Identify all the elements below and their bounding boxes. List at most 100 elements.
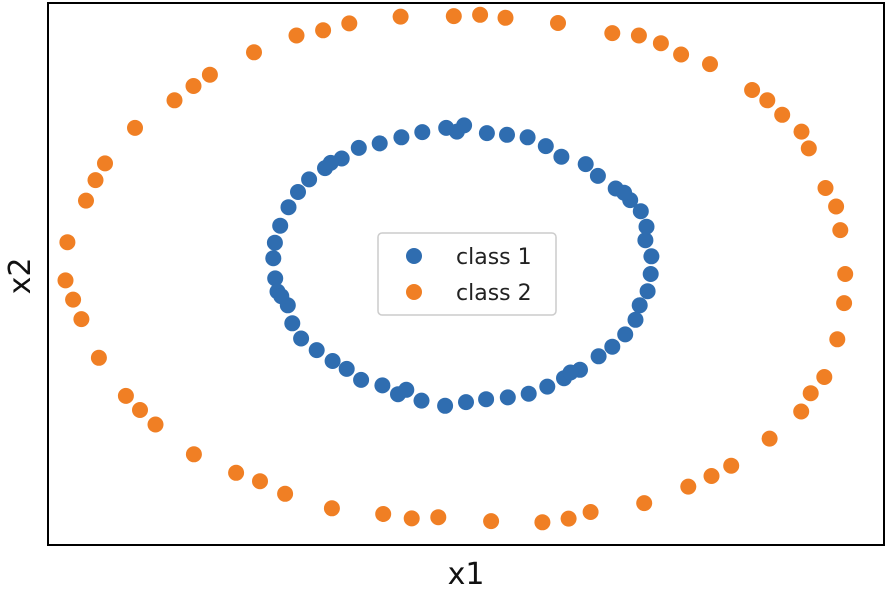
class-1-point-57 — [273, 288, 290, 305]
x-axis-label: x1 — [448, 557, 485, 592]
class-1-point-9 — [371, 135, 388, 152]
class-2-point-24 — [90, 349, 107, 366]
class-2-point-44 — [828, 198, 845, 215]
legend-label-class-2: class 2 — [456, 281, 532, 306]
class-2-point-6 — [702, 56, 718, 73]
class-1-point-16 — [293, 330, 310, 347]
class-2-point-59 — [673, 46, 690, 63]
class-2-point-1 — [832, 222, 849, 239]
class-2-point-12 — [392, 8, 409, 25]
class-1-point-22 — [520, 385, 537, 402]
class-1-point-17 — [324, 353, 341, 369]
class-2-point-41 — [816, 369, 833, 385]
class-2-point-45 — [759, 92, 776, 109]
class-1-point-48 — [499, 389, 516, 406]
class-1-point-8 — [414, 124, 431, 141]
class-1-point-33 — [478, 125, 495, 142]
class-2-point-38 — [723, 457, 740, 474]
class-2-point-13 — [341, 15, 358, 32]
class-2-point-34 — [534, 514, 551, 531]
class-1-point-38 — [290, 184, 306, 200]
class-1-point-44 — [338, 360, 355, 377]
class-1-point-31 — [553, 148, 570, 165]
class-1-point-40 — [265, 250, 282, 267]
class-1-point-4 — [577, 156, 594, 173]
legend: class 1 class 2 — [377, 232, 557, 316]
class-2-point-9 — [550, 15, 566, 31]
class-2-point-40 — [793, 403, 810, 420]
class-2-point-4 — [774, 106, 791, 123]
class-1-point-20 — [437, 397, 454, 414]
class-1-point-35 — [393, 129, 410, 146]
class-1-point-25 — [617, 326, 634, 343]
class-1-point-11 — [301, 171, 318, 188]
class-2-points — [57, 6, 854, 531]
class-2-point-54 — [403, 510, 420, 527]
class-1-point-1 — [637, 232, 654, 249]
class-2-point-14 — [288, 27, 305, 44]
class-1-point-43 — [308, 342, 325, 359]
class-1-point-0 — [642, 266, 659, 282]
class-2-point-29 — [277, 485, 294, 502]
class-1-point-26 — [631, 297, 648, 314]
class-2-point-16 — [201, 66, 218, 83]
class-2-point-20 — [78, 192, 94, 209]
class-1-point-21 — [478, 391, 495, 408]
class-2-point-7 — [652, 35, 669, 52]
class-2-point-5 — [744, 82, 761, 98]
class-2-point-15 — [246, 44, 262, 61]
class-2-point-31 — [375, 506, 392, 522]
class-2-point-56 — [703, 468, 720, 484]
class-1-point-55 — [448, 123, 465, 140]
class-1-points — [265, 117, 660, 414]
class-1-point-52 — [627, 311, 644, 328]
class-1-point-12 — [280, 199, 297, 216]
class-2-point-36 — [636, 495, 653, 512]
class-2-point-57 — [802, 385, 819, 402]
class-1-point-42 — [284, 315, 301, 332]
class-2-point-11 — [445, 8, 462, 25]
class-2-point-50 — [87, 172, 104, 189]
class-2-point-22 — [57, 272, 74, 289]
class-2-point-42 — [829, 331, 846, 348]
class-1-point-53 — [639, 283, 656, 300]
class-2-point-2 — [817, 180, 834, 196]
class-2-point-27 — [185, 446, 202, 463]
legend-marker-class-1 — [406, 248, 422, 264]
legend-box — [377, 232, 557, 316]
class-2-point-18 — [127, 119, 143, 136]
class-2-point-48 — [315, 22, 332, 39]
class-2-point-30 — [323, 500, 340, 517]
class-1-point-51 — [604, 338, 621, 355]
class-2-point-0 — [837, 266, 854, 282]
class-1-point-54 — [616, 184, 633, 201]
class-2-point-37 — [680, 478, 697, 495]
class-1-point-59 — [562, 364, 579, 381]
class-1-point-18 — [353, 371, 370, 388]
class-1-point-46 — [413, 392, 430, 409]
class-2-point-8 — [604, 25, 621, 42]
class-1-point-56 — [322, 154, 339, 171]
class-1-point-27 — [643, 248, 660, 265]
class-2-point-58 — [793, 123, 810, 140]
class-1-point-2 — [632, 203, 649, 220]
class-2-point-25 — [117, 387, 134, 404]
class-2-point-53 — [252, 473, 268, 490]
class-2-point-17 — [166, 92, 183, 109]
class-2-point-21 — [59, 234, 76, 251]
class-1-point-49 — [539, 378, 556, 395]
class-1-point-13 — [266, 234, 283, 251]
legend-label-class-1: class 1 — [456, 245, 532, 270]
class-2-point-32 — [430, 509, 447, 526]
class-1-point-6 — [499, 126, 515, 143]
class-2-point-10 — [497, 9, 514, 26]
class-1-point-32 — [519, 129, 536, 146]
class-2-point-23 — [73, 311, 90, 328]
class-1-point-5 — [537, 138, 554, 155]
y-axis-label: x2 — [3, 258, 38, 295]
class-2-point-51 — [65, 291, 82, 308]
legend-marker-class-2 — [406, 284, 422, 300]
class-1-point-14 — [267, 270, 284, 287]
class-1-point-36 — [350, 139, 367, 156]
